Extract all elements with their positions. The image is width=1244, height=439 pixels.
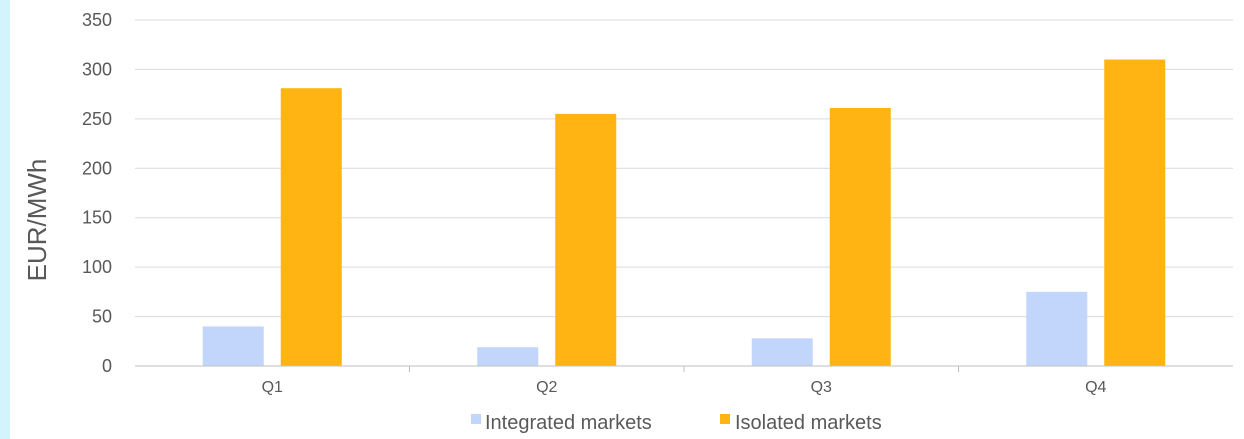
x-tick-labels: Q1 Q2 Q3 Q4 [262,366,1107,396]
legend-label: Isolated markets [735,412,882,434]
x-tick-label: Q2 [536,379,557,396]
y-tick-label: 100 [82,257,112,277]
legend-label: Integrated markets [485,412,652,434]
bars [202,59,1166,367]
bar-integrated-markets-q2 [477,347,539,366]
x-tick-label: Q1 [262,379,283,396]
y-tick-label: 350 [82,10,112,30]
y-tick-label: 0 [102,356,112,376]
chart-area: 0 50 100 150 200 250 300 350 Q1 Q2 Q3 Q4 EUR/MWh I… [10,0,1244,439]
y-tick-label: 50 [92,307,112,327]
x-tick-label: Q4 [1085,379,1106,396]
bar-isolated-markets-q3 [829,107,891,367]
bar-chart: 0 50 100 150 200 250 300 350 Q1 Q2 Q3 Q4 EUR/MWh I… [22,10,1233,434]
bar-isolated-markets-q1 [280,88,342,366]
y-tick-labels: 0 50 100 150 200 250 300 350 [82,10,112,376]
y-tick-label: 150 [82,208,112,228]
y-axis-label: EUR/MWh [22,159,52,282]
bar-integrated-markets-q1 [202,326,264,366]
y-tick-label: 200 [82,158,112,178]
bar-integrated-markets-q3 [751,338,813,366]
legend-swatch-integrated-markets [471,414,481,424]
bar-isolated-markets-q2 [555,113,617,367]
legend-swatch-isolated-markets [720,414,730,424]
y-tick-label: 300 [82,59,112,79]
y-tick-label: 250 [82,109,112,129]
bar-integrated-markets-q4 [1026,291,1088,366]
legend: Integrated markets Isolated markets [471,412,882,434]
bar-isolated-markets-q4 [1104,59,1166,367]
x-tick-label: Q3 [811,379,832,396]
